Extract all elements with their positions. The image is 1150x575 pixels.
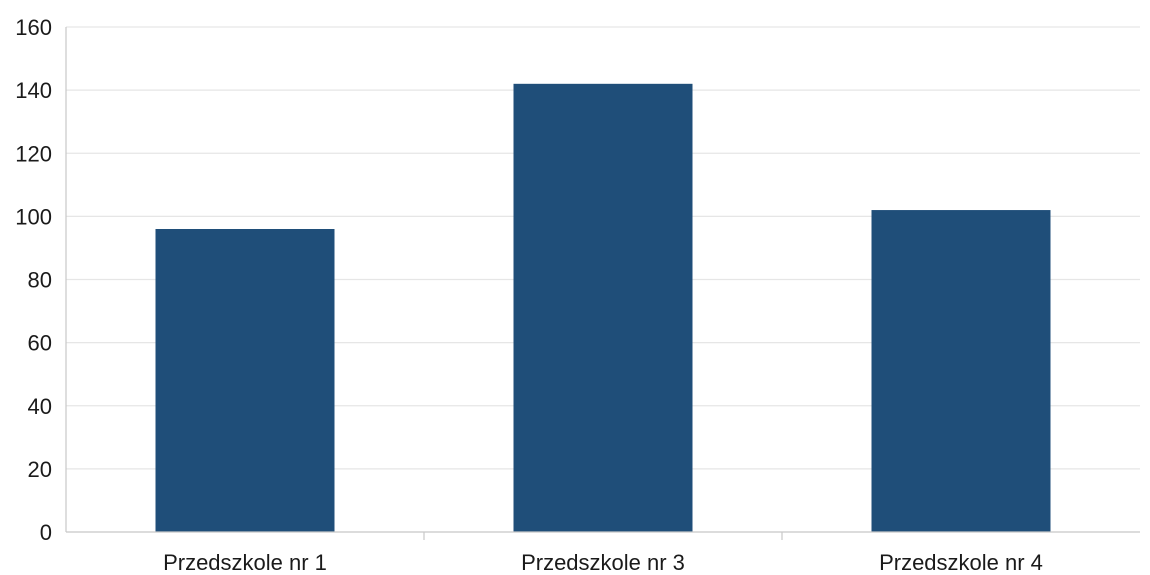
y-tick-label: 20 [28,457,52,482]
y-axis-tick-labels: 0 20 40 60 80 100 120 140 160 [15,15,52,545]
x-category-label: Przedszkole nr 4 [879,550,1043,575]
y-tick-label: 0 [40,520,52,545]
x-category-label: Przedszkole nr 1 [163,550,327,575]
y-tick-label: 100 [15,204,52,229]
y-tick-label: 160 [15,15,52,40]
y-tick-label: 60 [28,331,52,356]
x-axis-category-labels: Przedszkole nr 1 Przedszkole nr 3 Przedszk… [163,550,1043,575]
y-tick-label: 40 [28,394,52,419]
axes [65,27,1140,540]
bar-1 [155,229,335,532]
y-tick-label: 140 [15,78,52,103]
y-tick-label: 120 [15,141,52,166]
x-category-label: Przedszkole nr 3 [521,550,685,575]
bars [155,83,1051,532]
y-tick-label: 80 [28,268,52,293]
bar-2 [513,83,693,532]
bar-3 [871,210,1051,532]
